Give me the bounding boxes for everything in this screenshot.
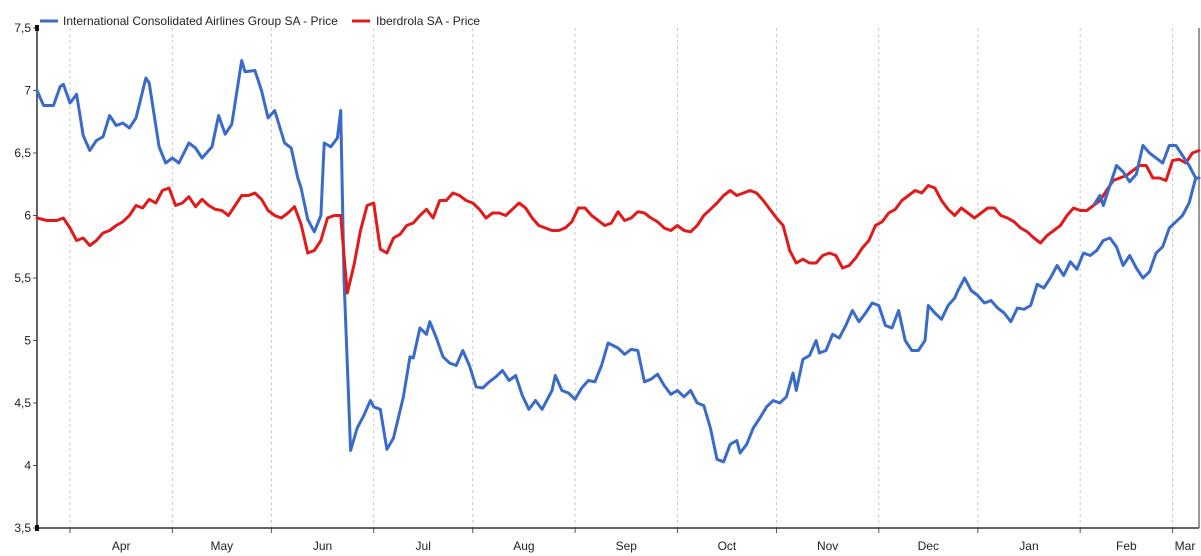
y-tick-label: 6 — [24, 209, 31, 223]
legend-label-iberdrola: Iberdrola SA - Price — [376, 14, 480, 28]
y-tick-label: 5,5 — [14, 271, 31, 285]
y-tick-label: 7,5 — [14, 21, 31, 35]
y-tick-label: 4 — [24, 459, 31, 473]
legend-label-ica: International Consolidated Airlines Grou… — [63, 14, 338, 28]
axis-end-marker — [35, 525, 39, 531]
x-tick-label: Dec — [918, 539, 939, 553]
x-tick-label: Jul — [416, 539, 431, 553]
series-line-ica-tail — [1092, 144, 1198, 207]
x-tick-label: Mar — [1175, 539, 1196, 553]
y-tick-label: 4,5 — [14, 396, 31, 410]
x-tick-label: Apr — [112, 539, 131, 553]
legend[interactable]: International Consolidated Airlines Grou… — [40, 14, 480, 28]
x-tick-label: Jan — [1019, 539, 1038, 553]
axes — [33, 25, 1200, 533]
axis-end-marker — [35, 25, 39, 31]
x-tick-label: May — [211, 539, 234, 553]
x-axis-tick-labels: Apr May Jun Jul Aug Sep Oct Nov Dec Jan Feb Mar — [112, 539, 1196, 553]
series-line-ica — [35, 59, 1201, 464]
x-tick-label: Feb — [1116, 539, 1137, 553]
y-tick-label: 7 — [24, 84, 31, 98]
x-tick-label: Oct — [718, 539, 737, 553]
series-lines — [35, 59, 1201, 464]
x-tick-label: Jun — [313, 539, 332, 553]
y-axis-tick-labels: 7,5 7 6,5 6 5,5 5 4,5 4 3,5 — [14, 21, 31, 535]
x-tick-label: Nov — [817, 539, 838, 553]
x-tick-label: Sep — [616, 539, 638, 553]
x-tick-label: Aug — [513, 539, 534, 553]
gridlines — [69, 28, 1174, 528]
y-tick-label: 5 — [24, 334, 31, 348]
y-tick-label: 6,5 — [14, 146, 31, 160]
series-line-iberdrola — [35, 149, 1201, 295]
y-tick-label: 3,5 — [14, 521, 31, 535]
